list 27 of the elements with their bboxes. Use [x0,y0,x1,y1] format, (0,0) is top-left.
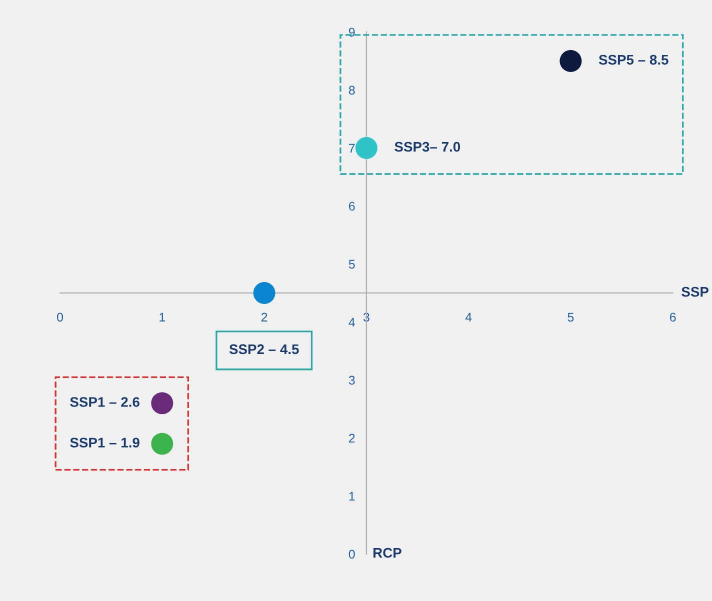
annotation: SSP1 – 2.6 [70,397,140,407]
y-tick-label: 8 [348,86,355,95]
annotation: SSP3– 7.0 [394,142,460,152]
x-tick-label: 4 [465,312,472,322]
x-tick-label: 2 [261,312,268,322]
point [151,432,174,455]
point [355,137,378,159]
x-tick-label: 0 [57,312,64,322]
x-tick-label: 5 [568,312,574,322]
y-tick-label: 1 [349,492,355,501]
point [253,282,276,304]
x-tick-label: 6 [670,312,676,322]
x-tick-label: 1 [160,312,166,322]
y-tick-label: 3 [348,376,355,385]
x-axis-title: SSP [682,286,708,297]
annotation: SSP1 – 1.9 [70,438,140,448]
annotation: SSP2 – 4.5 [229,344,299,354]
y-tick-label: 6 [349,202,355,211]
y-axis-title: RCP [373,548,402,558]
y-tick-label: 0 [348,550,355,559]
point [151,392,174,414]
y-tick-label: 9 [348,28,355,37]
annotation: SSP5 – 8.5 [598,54,668,65]
y-tick-label: 2 [348,434,355,443]
y-tick-label: 5 [348,260,355,269]
point [560,50,582,72]
y-tick-label: 7 [349,144,355,153]
